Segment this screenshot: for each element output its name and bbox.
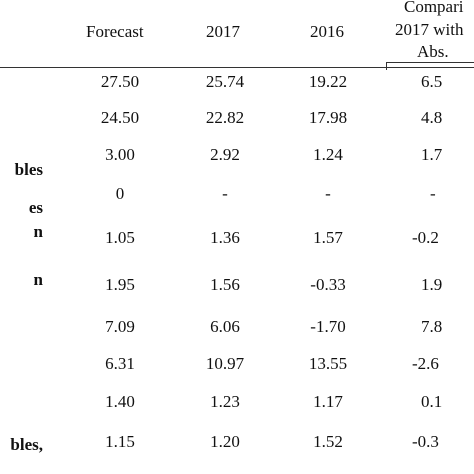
cell-forecast: 27.50 — [100, 72, 140, 91]
cell-2016: 1.57 — [313, 228, 343, 247]
cell-abs: 6.5 — [421, 72, 443, 91]
cell-2016: 13.55 — [308, 354, 348, 373]
cell-forecast: 0 — [115, 184, 125, 203]
cell-forecast: 1.05 — [105, 228, 135, 247]
cell-abs: 4.8 — [421, 108, 443, 127]
cell-2017: 25.74 — [205, 72, 245, 91]
cell-2017: 1.56 — [210, 275, 240, 294]
cell-abs: -2.6 — [412, 354, 439, 373]
cell-2016: -0.33 — [310, 275, 346, 294]
cell-abs: -0.2 — [412, 228, 439, 247]
cell-2017: 1.23 — [210, 392, 240, 411]
row-label-5: n — [33, 222, 43, 241]
cell-2016: 1.52 — [313, 432, 343, 451]
cell-2016: 17.98 — [308, 108, 348, 127]
row-label-3: bles — [14, 160, 43, 179]
header-comparison-line2: 2017 with — [395, 20, 464, 39]
header-forecast: Forecast — [86, 22, 144, 41]
row-label-6: n — [33, 270, 43, 289]
row-label-column: bles es n n bles, — [0, 0, 43, 474]
cell-2016: - — [325, 184, 331, 203]
cell-2017: 1.20 — [210, 432, 240, 451]
cell-forecast: 24.50 — [100, 108, 140, 127]
cell-forecast: 6.31 — [105, 354, 135, 373]
cell-2016: 19.22 — [308, 72, 348, 91]
row-label-4: es — [28, 198, 43, 217]
header-rule — [0, 67, 474, 68]
cell-2017: 6.06 — [210, 317, 240, 336]
cell-2017: 2.92 — [210, 145, 240, 164]
cell-abs: 1.9 — [421, 275, 443, 294]
cell-forecast: 7.09 — [105, 317, 135, 336]
row-label-10: bles, — [10, 435, 43, 454]
cell-2017: 22.82 — [205, 108, 245, 127]
cell-2017: 1.36 — [210, 228, 240, 247]
header-2016: 2016 — [310, 22, 344, 41]
cell-abs: 7.8 — [421, 317, 443, 336]
cell-abs: - — [430, 184, 436, 203]
header-comparison-line3: Abs. — [417, 42, 449, 61]
cell-forecast: 3.00 — [105, 145, 135, 164]
cell-abs: 0.1 — [421, 392, 443, 411]
cell-forecast: 1.40 — [105, 392, 135, 411]
cell-2017: - — [222, 184, 228, 203]
cell-2016: 1.24 — [313, 145, 343, 164]
cell-2017: 10.97 — [205, 354, 245, 373]
cell-forecast: 1.15 — [105, 432, 135, 451]
cell-2016: 1.17 — [313, 392, 343, 411]
column-divider — [386, 62, 387, 70]
cell-abs: 1.7 — [421, 145, 443, 164]
cell-abs: -0.3 — [412, 432, 439, 451]
cell-2016: -1.70 — [310, 317, 346, 336]
header-subrule — [386, 62, 474, 63]
header-2017: 2017 — [206, 22, 240, 41]
header-comparison-line1: Compari — [404, 0, 464, 16]
cell-forecast: 1.95 — [105, 275, 135, 294]
